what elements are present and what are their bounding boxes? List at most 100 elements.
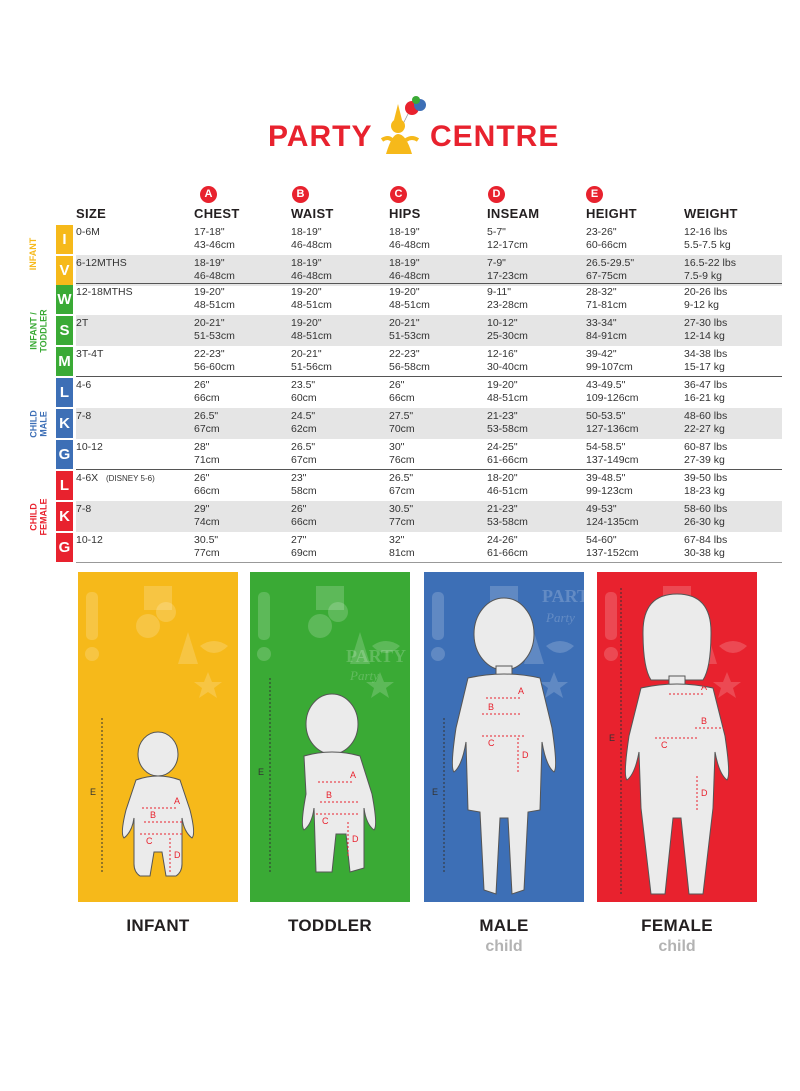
height-imperial: 33-34" [586,317,617,329]
marker-b: B [326,790,332,800]
weight-cell: 12-16 lbs 5.5-7.5 kg [684,226,731,251]
chest-imperial: 28" [194,441,210,453]
size-code-badge: K [56,502,73,531]
chest-cell: 18-19" 46-48cm [194,257,235,282]
height-imperial: 26.5-29.5" [586,257,635,269]
group-label: INFANT / TODDLER [28,284,52,377]
height-imperial: 54-58.5" [586,441,626,453]
body-silhouette-icon: A B C D E [85,586,228,877]
inseam-cell: 7-9" 17-23cm [487,257,528,282]
chest-imperial: 26.5" [194,410,219,422]
header-weight: WEIGHT [684,206,738,221]
party-watermark: PARTY [346,646,406,666]
hips-metric: 76cm [389,453,415,466]
size-cell: 10-12 [76,534,103,546]
header-inseam: INSEAM [487,206,540,221]
height-metric: 71-81cm [586,298,627,311]
waist-imperial: 20-21" [291,348,322,360]
figure-panel-infant: A B C D E [78,572,238,902]
child-figure [624,593,730,895]
table-row: 0-6M 17-18" 43-46cm 18-19" 46-48cm 18-19" 46-4… [76,224,782,255]
inseam-metric: 61-66cm [487,453,528,466]
size-code-badge: W [56,285,73,314]
height-metric: 127-136cm [586,422,639,435]
size-code-badge: I [56,225,73,254]
chest-cell: 26" 66cm [194,379,220,404]
waist-imperial: 18-19" [291,257,322,269]
waist-cell: 19-20" 48-51cm [291,317,332,342]
chest-imperial: 20-21" [194,317,225,329]
weight-cell: 34-38 lbs 15-17 kg [684,348,727,373]
chest-cell: 17-18" 43-46cm [194,226,235,251]
height-cell: 23-26" 60-66cm [586,226,627,251]
chest-imperial: 17-18" [194,226,225,238]
group-label: CHILD FEMALE [28,470,52,563]
table-row: 7-8 26.5" 67cm 24.5" 62cm 27.5" 70cm 21-23" 53-5… [76,408,782,439]
hips-metric: 51-53cm [389,329,430,342]
body-silhouette-icon: A B C D E PARTY Party [257,586,406,873]
height-imperial: 39-42" [586,348,617,360]
height-cell: 28-32" 71-81cm [586,286,627,311]
table-row: 4-6X (DISNEY 5-6) 26" 66cm 23" 58cm 26.5" 67cm 1… [76,470,782,501]
figure-label: MALE [479,916,529,935]
hips-imperial: 26.5" [389,472,414,484]
height-cell: 49-53" 124-135cm [586,503,639,528]
inseam-metric: 53-58cm [487,422,528,435]
group-divider [76,469,782,470]
chest-metric: 66cm [194,484,220,497]
inseam-metric: 61-66cm [487,546,528,559]
weight-metric: 30-38 kg [684,546,725,559]
group-label-line2: MALE [38,410,48,437]
hips-imperial: 18-19" [389,226,420,238]
badge-hips: C [390,186,407,203]
hips-metric: 81cm [389,546,415,559]
table-row: 3T-4T 22-23" 56-60cm 20-21" 51-56cm 22-23" 56-… [76,346,782,377]
height-metric: 67-75cm [586,269,627,282]
inseam-cell: 19-20" 48-51cm [487,379,528,404]
inseam-cell: 10-12" 25-30cm [487,317,528,342]
chest-imperial: 18-19" [194,257,225,269]
party-watermark-script: Party [349,668,379,683]
size-code-badge: M [56,347,73,376]
weight-imperial: 36-47 lbs [684,379,728,391]
size-code-badge: L [56,471,73,500]
waist-cell: 26.5" 67cm [291,441,317,466]
weight-metric: 5.5-7.5 kg [684,238,731,251]
weight-metric: 27-39 kg [684,453,725,466]
group-label-line1: CHILD [28,409,38,438]
inseam-cell: 12-16" 30-40cm [487,348,528,373]
table-row: 2T 20-21" 51-53cm 19-20" 48-51cm 20-21" 51-53c… [76,315,782,346]
hips-metric: 67cm [389,484,415,497]
chest-metric: 77cm [194,546,220,559]
waist-metric: 46-48cm [291,238,332,251]
height-imperial: 43-49.5" [586,379,626,391]
height-imperial: 49-53" [586,503,617,515]
weight-cell: 27-30 lbs 12-14 kg [684,317,727,342]
waist-cell: 24.5" 62cm [291,410,317,435]
figure-sublabel: child [485,938,523,955]
inseam-cell: 9-11" 23-28cm [487,286,528,311]
chest-cell: 26.5" 67cm [194,410,220,435]
inseam-cell: 5-7" 12-17cm [487,226,528,251]
marker-c: C [322,816,329,826]
height-metric: 99-123cm [586,484,633,497]
weight-imperial: 34-38 lbs [684,348,728,360]
weight-imperial: 60-87 lbs [684,441,728,453]
chest-metric: 74cm [194,515,220,528]
marker-c: C [661,740,668,750]
marker-c: C [146,836,153,846]
inseam-imperial: 7-9" [487,257,506,269]
size-code-badge: V [56,256,73,285]
size-code-badge: K [56,409,73,438]
chest-metric: 67cm [194,422,220,435]
hips-imperial: 22-23" [389,348,420,360]
height-cell: 39-42" 99-107cm [586,348,633,373]
height-imperial: 54-60" [586,534,617,546]
chest-cell: 20-21" 51-53cm [194,317,235,342]
height-imperial: 39-48.5" [586,472,626,484]
hips-metric: 77cm [389,515,415,528]
height-imperial: 50-53.5" [586,410,626,422]
weight-metric: 26-30 kg [684,515,725,528]
badge-height: E [586,186,603,203]
table-row: 10-12 28" 71cm 26.5" 67cm 30" 76cm 24-25" 61-66c… [76,439,782,470]
